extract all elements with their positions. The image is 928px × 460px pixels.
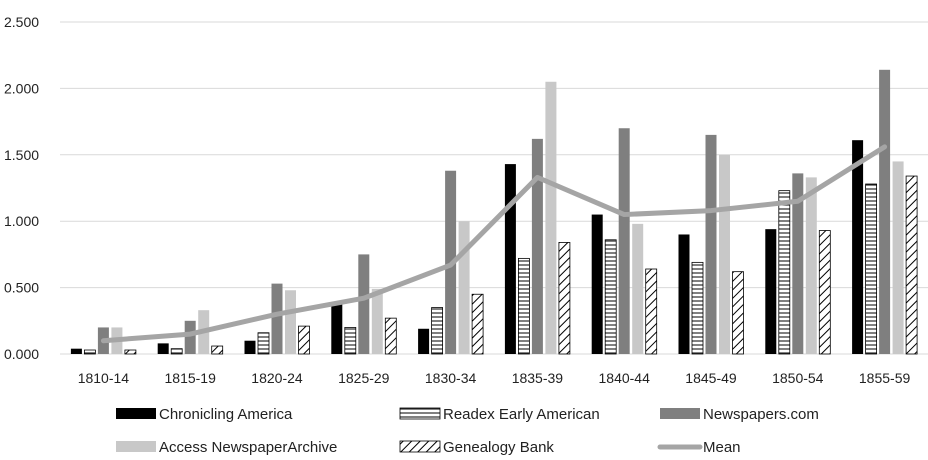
bar-chronicling-america: [504, 164, 516, 354]
legend-item-chronicling-america: Chronicling America: [116, 406, 293, 423]
bar-genealogy-bank: [732, 271, 744, 355]
bar-genealogy-bank: [298, 325, 310, 355]
y-tick-label: 1.500: [4, 147, 39, 163]
legend-label: Newspapers.com: [703, 406, 819, 423]
bar-newspapers-com: [618, 128, 630, 354]
x-tick-label: 1850-54: [772, 370, 824, 386]
bar-genealogy-bank: [558, 242, 571, 355]
bar-chronicling-america: [678, 234, 690, 354]
legend-item-access-newspaperarchive: Access NewspaperArchive: [116, 439, 337, 456]
bar-chronicling-america: [852, 140, 864, 354]
bar-newspapers-com: [879, 69, 891, 355]
bar-genealogy-bank: [471, 293, 484, 355]
bar-access-newspaperarchive: [545, 81, 557, 354]
y-tick-label: 0.500: [4, 280, 39, 296]
series-line-mean: [100, 144, 888, 344]
x-tick-label: 1835-39: [512, 370, 564, 386]
x-tick-label: 1815-19: [165, 370, 217, 386]
x-tick-label: 1825-29: [338, 370, 390, 386]
bar-genealogy-bank: [818, 230, 831, 355]
bar-newspapers-com: [531, 138, 543, 354]
x-tick-label: 1855-59: [859, 370, 911, 386]
bar-access-newspaperarchive: [458, 221, 470, 354]
legend-label: Readex Early American: [443, 406, 600, 423]
legend-label: Genealogy Bank: [443, 439, 554, 456]
x-tick-label: 1845-49: [685, 370, 737, 386]
bar-chronicling-america: [331, 303, 343, 354]
x-tick-label: 1830-34: [425, 370, 477, 386]
bar-chronicling-america: [418, 328, 430, 354]
bar-access-newspaperarchive: [371, 288, 383, 354]
bar-genealogy-bank: [384, 317, 397, 355]
bar-access-newspaperarchive: [805, 177, 817, 354]
bar-chronicling-america: [244, 340, 256, 354]
legend-item-mean: Mean: [657, 439, 741, 456]
bar-readex-early-american: [170, 348, 183, 355]
legend-swatch: [660, 408, 700, 419]
legend-swatch: [116, 441, 156, 452]
bar-access-newspaperarchive: [892, 161, 904, 354]
legend-item-newspapers-com: Newspapers.com: [660, 406, 819, 423]
x-tick-label: 1810-14: [78, 370, 130, 386]
bar-readex-early-american: [344, 327, 357, 355]
x-tick-label: 1820-24: [251, 370, 303, 386]
legend: Chronicling America Readex Early American…: [116, 406, 819, 456]
bar-newspapers-com: [705, 134, 717, 354]
legend-item-readex-early-american: Readex Early American: [399, 406, 600, 423]
y-tick-label: 1.000: [4, 213, 39, 229]
y-tick-label: 2.000: [4, 80, 39, 96]
bar-chronicling-america: [591, 214, 603, 354]
legend-swatch: [399, 440, 441, 453]
x-tick-label: 1840-44: [599, 370, 651, 386]
y-tick-label: 0.000: [4, 346, 39, 362]
bar-newspapers-com: [271, 283, 283, 354]
bar-genealogy-bank: [645, 268, 658, 355]
mean-line-group: [100, 144, 888, 344]
bar-readex-early-american: [604, 239, 617, 355]
legend-item-genealogy-bank: Genealogy Bank: [399, 439, 554, 456]
legend-swatch: [399, 407, 441, 420]
bars: [70, 69, 918, 355]
bar-readex-early-american: [691, 261, 704, 355]
bar-access-newspaperarchive: [719, 154, 730, 354]
y-axis-ticks: 0.000 0.500 1.000 1.500 2.000 2.500: [4, 14, 39, 362]
bar-access-newspaperarchive: [285, 290, 296, 354]
bar-genealogy-bank: [211, 345, 224, 355]
bar-readex-early-american: [865, 183, 877, 355]
legend-label: Access NewspaperArchive: [159, 439, 337, 456]
bar-readex-early-american: [84, 349, 96, 355]
legend-label: Chronicling America: [159, 406, 293, 423]
bar-newspapers-com: [792, 173, 804, 354]
bar-genealogy-bank: [124, 349, 137, 355]
bar-newspapers-com: [184, 320, 196, 354]
bar-readex-early-american: [778, 190, 791, 355]
bar-genealogy-bank: [905, 175, 918, 355]
bar-newspapers-com: [358, 254, 370, 354]
bar-chronicling-america: [157, 343, 169, 354]
bar-chronicling-america: [765, 229, 777, 354]
y-tick-label: 2.500: [4, 14, 39, 30]
bar-readex-early-american: [518, 257, 530, 355]
legend-label: Mean: [703, 439, 741, 456]
legend-swatch: [116, 408, 156, 419]
bar-readex-early-american: [431, 307, 444, 355]
bar-readex-early-american: [257, 332, 270, 355]
bar-chronicling-america: [70, 348, 82, 354]
x-axis-ticks: 1810-14 1815-19 1820-24 1825-29 1830-34 1835-…: [78, 370, 911, 386]
bar-access-newspaperarchive: [632, 223, 644, 354]
